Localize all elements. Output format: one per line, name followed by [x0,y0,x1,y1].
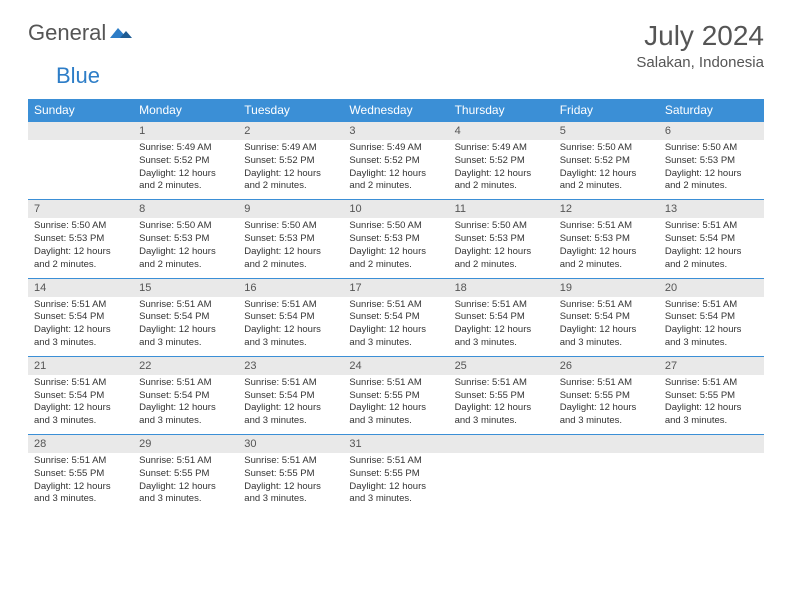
date-cell: 22 [133,356,238,375]
info-cell: Sunrise: 5:50 AMSunset: 5:53 PMDaylight:… [28,218,133,278]
info-cell: Sunrise: 5:51 AMSunset: 5:55 PMDaylight:… [343,375,448,435]
logo-text-general: General [28,20,106,46]
date-cell: 31 [343,435,448,454]
info-cell: Sunrise: 5:51 AMSunset: 5:54 PMDaylight:… [133,375,238,435]
info-cell [554,453,659,512]
date-cell [659,435,764,454]
dow-thursday: Thursday [449,99,554,122]
title-block: July 2024 Salakan, Indonesia [636,20,764,71]
week-4-dates: 21 22 23 24 25 26 27 [28,356,764,375]
day-of-week-row: Sunday Monday Tuesday Wednesday Thursday… [28,99,764,122]
month-title: July 2024 [636,20,764,52]
week-3-info: Sunrise: 5:51 AMSunset: 5:54 PMDaylight:… [28,297,764,357]
info-cell: Sunrise: 5:51 AMSunset: 5:54 PMDaylight:… [133,297,238,357]
info-cell: Sunrise: 5:51 AMSunset: 5:54 PMDaylight:… [659,297,764,357]
date-cell: 28 [28,435,133,454]
week-2-dates: 7 8 9 10 11 12 13 [28,200,764,219]
date-cell [554,435,659,454]
date-cell: 11 [449,200,554,219]
info-cell: Sunrise: 5:50 AMSunset: 5:53 PMDaylight:… [449,218,554,278]
info-cell: Sunrise: 5:51 AMSunset: 5:55 PMDaylight:… [343,453,448,512]
week-4-info: Sunrise: 5:51 AMSunset: 5:54 PMDaylight:… [28,375,764,435]
date-cell: 21 [28,356,133,375]
info-cell: Sunrise: 5:49 AMSunset: 5:52 PMDaylight:… [133,140,238,200]
date-cell: 16 [238,278,343,297]
dow-wednesday: Wednesday [343,99,448,122]
info-cell: Sunrise: 5:51 AMSunset: 5:54 PMDaylight:… [238,297,343,357]
dow-saturday: Saturday [659,99,764,122]
info-cell: Sunrise: 5:51 AMSunset: 5:55 PMDaylight:… [28,453,133,512]
info-cell: Sunrise: 5:51 AMSunset: 5:54 PMDaylight:… [28,375,133,435]
info-cell [659,453,764,512]
location: Salakan, Indonesia [636,54,764,71]
info-cell: Sunrise: 5:51 AMSunset: 5:55 PMDaylight:… [554,375,659,435]
info-cell: Sunrise: 5:50 AMSunset: 5:52 PMDaylight:… [554,140,659,200]
info-cell: Sunrise: 5:51 AMSunset: 5:54 PMDaylight:… [238,375,343,435]
date-cell: 4 [449,122,554,141]
date-cell: 2 [238,122,343,141]
date-cell: 12 [554,200,659,219]
logo-flag-icon [110,22,132,45]
date-cell: 17 [343,278,448,297]
date-cell: 23 [238,356,343,375]
date-cell: 10 [343,200,448,219]
date-cell: 1 [133,122,238,141]
date-cell [449,435,554,454]
logo-text-blue: Blue [56,63,100,89]
week-5-info: Sunrise: 5:51 AMSunset: 5:55 PMDaylight:… [28,453,764,512]
date-cell [28,122,133,141]
info-cell: Sunrise: 5:51 AMSunset: 5:54 PMDaylight:… [343,297,448,357]
page: General July 2024 Salakan, Indonesia Blu… [0,0,792,532]
info-cell: Sunrise: 5:51 AMSunset: 5:55 PMDaylight:… [659,375,764,435]
info-cell: Sunrise: 5:49 AMSunset: 5:52 PMDaylight:… [449,140,554,200]
week-3-dates: 14 15 16 17 18 19 20 [28,278,764,297]
info-cell: Sunrise: 5:51 AMSunset: 5:53 PMDaylight:… [554,218,659,278]
info-cell: Sunrise: 5:50 AMSunset: 5:53 PMDaylight:… [238,218,343,278]
date-cell: 27 [659,356,764,375]
info-cell: Sunrise: 5:51 AMSunset: 5:55 PMDaylight:… [449,375,554,435]
dow-friday: Friday [554,99,659,122]
info-cell: Sunrise: 5:51 AMSunset: 5:54 PMDaylight:… [28,297,133,357]
info-cell: Sunrise: 5:51 AMSunset: 5:54 PMDaylight:… [554,297,659,357]
date-cell: 18 [449,278,554,297]
dow-sunday: Sunday [28,99,133,122]
date-cell: 15 [133,278,238,297]
date-cell: 5 [554,122,659,141]
info-cell: Sunrise: 5:49 AMSunset: 5:52 PMDaylight:… [343,140,448,200]
info-cell: Sunrise: 5:51 AMSunset: 5:55 PMDaylight:… [238,453,343,512]
date-cell: 8 [133,200,238,219]
date-cell: 29 [133,435,238,454]
info-cell: Sunrise: 5:51 AMSunset: 5:54 PMDaylight:… [659,218,764,278]
week-2-info: Sunrise: 5:50 AMSunset: 5:53 PMDaylight:… [28,218,764,278]
calendar-table: Sunday Monday Tuesday Wednesday Thursday… [28,99,764,512]
info-cell: Sunrise: 5:50 AMSunset: 5:53 PMDaylight:… [659,140,764,200]
date-cell: 6 [659,122,764,141]
info-cell: Sunrise: 5:50 AMSunset: 5:53 PMDaylight:… [133,218,238,278]
week-1-dates: 1 2 3 4 5 6 [28,122,764,141]
date-cell: 20 [659,278,764,297]
date-cell: 7 [28,200,133,219]
info-cell [449,453,554,512]
date-cell: 14 [28,278,133,297]
date-cell: 9 [238,200,343,219]
dow-monday: Monday [133,99,238,122]
date-cell: 3 [343,122,448,141]
date-cell: 25 [449,356,554,375]
dow-tuesday: Tuesday [238,99,343,122]
info-cell: Sunrise: 5:51 AMSunset: 5:54 PMDaylight:… [449,297,554,357]
week-5-dates: 28 29 30 31 [28,435,764,454]
info-cell: Sunrise: 5:49 AMSunset: 5:52 PMDaylight:… [238,140,343,200]
date-cell: 13 [659,200,764,219]
info-cell: Sunrise: 5:50 AMSunset: 5:53 PMDaylight:… [343,218,448,278]
week-1-info: Sunrise: 5:49 AMSunset: 5:52 PMDaylight:… [28,140,764,200]
date-cell: 24 [343,356,448,375]
info-cell [28,140,133,200]
info-cell: Sunrise: 5:51 AMSunset: 5:55 PMDaylight:… [133,453,238,512]
logo: General [28,20,134,46]
date-cell: 30 [238,435,343,454]
date-cell: 26 [554,356,659,375]
date-cell: 19 [554,278,659,297]
